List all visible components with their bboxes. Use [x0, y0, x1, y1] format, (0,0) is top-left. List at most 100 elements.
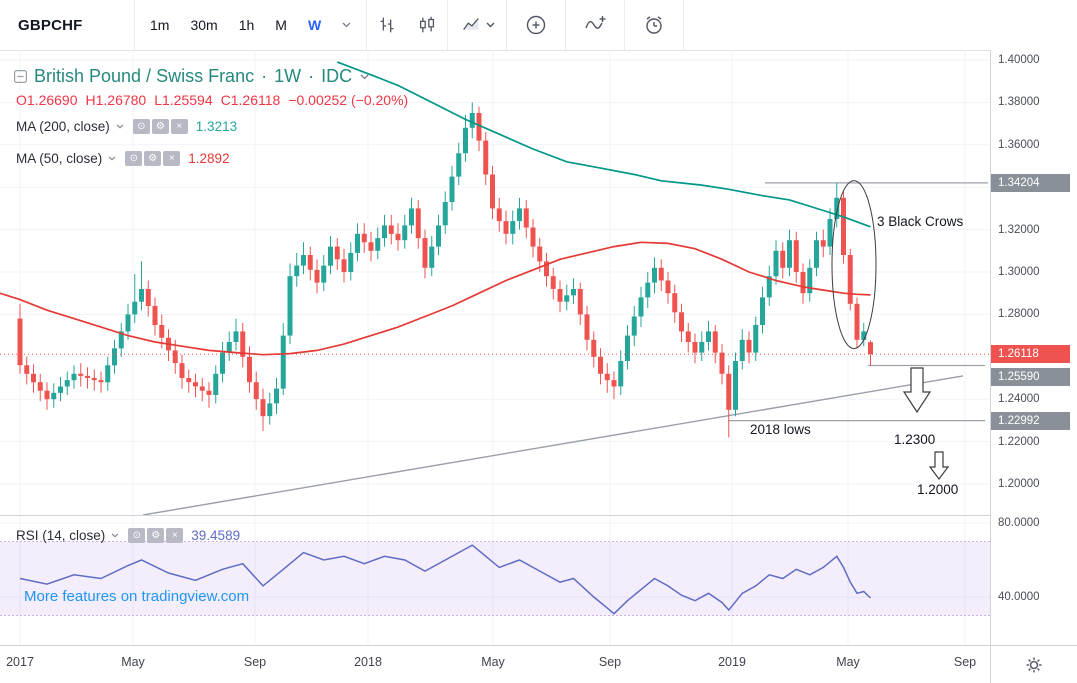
price-axis[interactable]: 1.40000 1.38000 1.36000 1.32000 1.30000 1.280…: [990, 50, 1077, 645]
price-axis-label: 1.28000: [998, 308, 1040, 320]
ohlc-close: C1.26118: [220, 92, 281, 108]
time-axis[interactable]: 2017 May Sep 2018 May Sep 2019 May Sep: [0, 645, 990, 683]
toolbar-divider: [624, 0, 626, 50]
rsi-chart-pane[interactable]: [0, 515, 990, 645]
tradingview-watermark-link[interactable]: More features on tradingview.com: [24, 588, 250, 605]
ma200-legend: MA (200, close) ⊙ ⚙ × 1.3213: [16, 119, 237, 134]
rsi-legend: RSI (14, close) ⊙ ⚙ × 39.4589: [16, 528, 240, 543]
candlestick-series: [17, 102, 873, 438]
ma50-legend: MA (50, close) ⊙ ⚙ × 1.2892: [16, 151, 230, 166]
alert-button[interactable]: [625, 0, 683, 50]
gear-icon[interactable]: ⚙: [151, 119, 169, 134]
price-axis-label: 1.40000: [998, 54, 1040, 66]
legend-separator: ·: [261, 66, 268, 86]
pane-divider[interactable]: [0, 515, 990, 516]
symbol-button[interactable]: GBPCHF: [18, 16, 83, 34]
interval-button-1h[interactable]: 1h: [238, 17, 255, 33]
series-exchange: IDC: [321, 66, 353, 86]
time-axis-label: 2018: [354, 655, 382, 669]
rsi-value: 39.4589: [191, 528, 241, 543]
series-interval: 1W: [274, 66, 302, 86]
compare-icon: [524, 13, 548, 37]
rsi-label: RSI (14, close): [16, 528, 106, 543]
gear-icon[interactable]: ⚙: [144, 151, 162, 166]
annotation-target-1-2300[interactable]: 1.2300: [894, 432, 936, 447]
interval-button-M[interactable]: M: [275, 17, 287, 33]
time-axis-label: May: [836, 655, 860, 669]
eye-icon[interactable]: ⊙: [128, 528, 146, 543]
rsi-band: [0, 541, 990, 616]
series-title[interactable]: British Pound / Swiss Franc: [34, 66, 255, 86]
gear-icon[interactable]: ⚙: [147, 528, 165, 543]
indicators-icon: [583, 13, 607, 37]
chevron-down-icon[interactable]: [111, 533, 119, 538]
price-axis-label: 1.24000: [998, 393, 1040, 405]
price-axis-label: 1.20000: [998, 478, 1040, 490]
down-arrow-small[interactable]: [928, 451, 950, 480]
annotation-2018-lows[interactable]: 2018 lows: [750, 422, 811, 437]
time-axis-label: Sep: [953, 655, 977, 669]
interval-button-30m[interactable]: 30m: [190, 17, 218, 33]
area-chart-style-button[interactable]: [448, 0, 506, 50]
close-icon[interactable]: ×: [170, 119, 188, 134]
rsi-axis-label: 80.0000: [998, 517, 1040, 529]
ma200-label: MA (200, close): [16, 119, 110, 134]
rsi-axis-label: 40.0000: [998, 591, 1040, 603]
close-icon[interactable]: ×: [163, 151, 181, 166]
ma-50-line: [0, 241, 871, 356]
annotation-three-black-crows[interactable]: 3 Black Crows: [877, 214, 964, 229]
price-axis-badge: 1.34204: [991, 174, 1070, 192]
three-black-crows-ellipse[interactable]: [831, 180, 877, 350]
ma-200-line: [337, 61, 871, 228]
axis-settings-corner[interactable]: [990, 645, 1077, 683]
eye-icon[interactable]: ⊙: [125, 151, 143, 166]
ascending-trendline[interactable]: [142, 375, 964, 515]
price-axis-label: 1.32000: [998, 224, 1040, 236]
area-chart-icon: [460, 14, 482, 36]
ohlc-change: −0.00252 (−0.20%): [288, 92, 409, 108]
price-axis-label: 1.22000: [998, 436, 1040, 448]
time-axis-label: May: [121, 655, 145, 669]
interval-menu-chevron-down-icon[interactable]: [342, 22, 351, 28]
legend-separator: ·: [308, 66, 315, 86]
eye-icon[interactable]: ⊙: [132, 119, 150, 134]
price-axis-label: 1.30000: [998, 266, 1040, 278]
gear-icon[interactable]: [1025, 656, 1043, 674]
toolbar-divider: [366, 0, 368, 50]
interval-button-W[interactable]: W: [307, 17, 322, 33]
time-axis-label: 2017: [6, 655, 34, 669]
time-axis-label: Sep: [598, 655, 622, 669]
collapse-legend-icon[interactable]: [14, 70, 27, 83]
alarm-clock-icon: [642, 13, 666, 37]
toolbar-divider: [134, 0, 135, 50]
toolbar-divider: [506, 0, 508, 50]
compare-button[interactable]: [507, 0, 565, 50]
price-axis-badge: 1.22992: [991, 412, 1070, 430]
price-chart-pane[interactable]: [0, 50, 990, 515]
toolbar-divider: [565, 0, 567, 50]
close-icon[interactable]: ×: [166, 528, 184, 543]
price-axis-badge: 1.25590: [991, 368, 1070, 386]
candle-chart-style-button[interactable]: [407, 0, 447, 50]
chevron-down-icon[interactable]: [116, 124, 124, 129]
bar-chart-style-button[interactable]: [367, 0, 407, 50]
time-axis-label: 2019: [718, 655, 746, 669]
down-arrow-large[interactable]: [902, 367, 932, 414]
chevron-down-icon[interactable]: [108, 156, 116, 161]
rsi-line: [19, 544, 872, 615]
ohlc-open: O1.26690: [16, 92, 78, 108]
indicators-button[interactable]: [566, 0, 624, 50]
main-series-legend: British Pound / Swiss Franc · 1W · IDC: [14, 66, 369, 87]
ma50-label: MA (50, close): [16, 151, 103, 166]
ma200-value: 1.3213: [195, 119, 238, 134]
hollow-candles-icon: [416, 14, 438, 36]
legend-chevron-down-icon[interactable]: [360, 74, 369, 80]
toolbar-divider: [683, 0, 685, 50]
interval-button-1m[interactable]: 1m: [150, 17, 170, 33]
ma50-value: 1.2892: [188, 151, 230, 166]
annotation-target-1-2000[interactable]: 1.2000: [917, 482, 959, 497]
toolbar-divider: [447, 0, 449, 50]
bars-icon: [376, 14, 398, 36]
ohlc-high: H1.26780: [85, 92, 147, 108]
